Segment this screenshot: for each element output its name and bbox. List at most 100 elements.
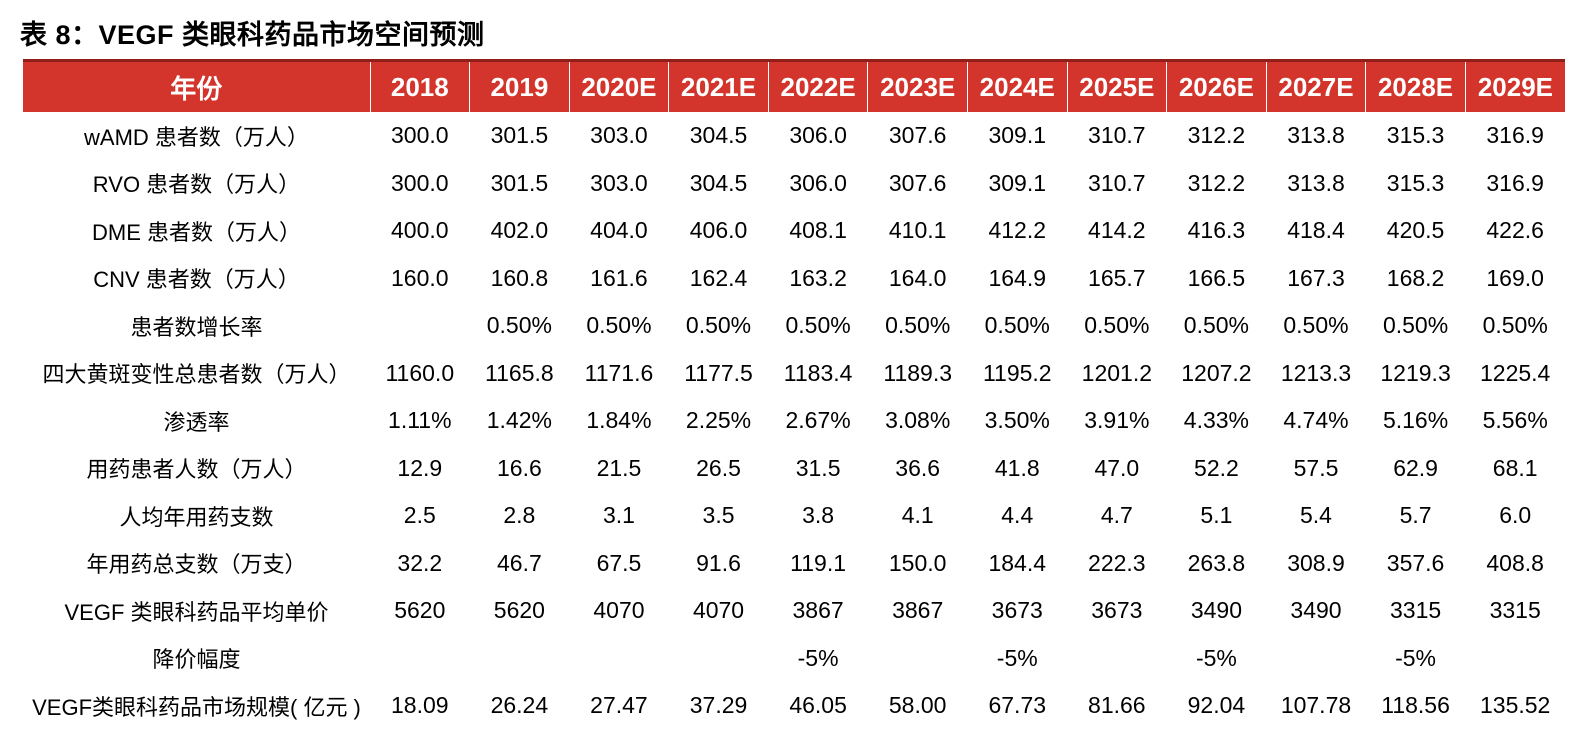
table-cell: 4.1 [901, 502, 934, 529]
table-cell: 1165.8 [485, 359, 554, 386]
table-cell: 410.1 [888, 217, 947, 244]
table-cell: 313.8 [1287, 169, 1345, 196]
table-cell: 3867 [792, 597, 844, 624]
table-cell: 303.0 [590, 169, 648, 196]
table-cell: 0.50% [1084, 312, 1150, 339]
row-label: CNV 患者数（万人） [93, 267, 300, 293]
table-cell: 316.9 [1486, 122, 1544, 149]
table-row: 年用药总支数（万支） 32.2 46.7 67.5 91.6 119.1 150.0 184.… [23, 540, 1565, 588]
table-cell: 5.7 [1399, 502, 1432, 529]
table-cell: 0.50% [685, 312, 752, 339]
table-cell: 5.56% [1482, 407, 1548, 434]
table-cell: 1171.6 [584, 359, 654, 386]
table-cell: 18.09 [391, 692, 449, 719]
table-cell: 67.73 [988, 692, 1047, 719]
table-cell: 406.0 [689, 217, 748, 244]
table-cell: 313.8 [1287, 122, 1345, 149]
table-cell: 310.7 [1088, 169, 1146, 196]
table-cell: 164.0 [888, 264, 947, 291]
table-row: wAMD 患者数（万人） 300.0 301.5 303.0 304.5 306.0 307… [23, 112, 1565, 160]
table-cell: 4070 [593, 597, 645, 624]
table-cell: 3490 [1190, 597, 1242, 624]
table-cell: 118.56 [1381, 692, 1450, 719]
table-cell: 67.5 [596, 549, 642, 576]
table-cell: 107.78 [1280, 692, 1352, 719]
table-cell [470, 635, 570, 683]
table-cell: 3315 [1389, 597, 1442, 624]
table-cell [1067, 635, 1167, 683]
table-cell: 1177.5 [684, 359, 753, 386]
table-cell: 1160.0 [385, 359, 455, 386]
table-row: 降价幅度 -5% -5% -5% -5% [23, 635, 1565, 683]
table-header: 年份 2018 2019 2020E 2021E 2022E 2023E 2024E 2025E… [23, 59, 1565, 112]
table-cell: 5.16% [1382, 407, 1449, 434]
table-cell: 0.50% [785, 312, 851, 339]
table-cell: 0.50% [586, 312, 652, 339]
table-cell: 3673 [1091, 597, 1143, 624]
table-cell: 5.4 [1300, 502, 1332, 529]
table-cell: 5620 [394, 597, 446, 624]
table-cell: 41.8 [994, 454, 1040, 481]
row-label: 年用药总支数（万支） [86, 552, 307, 578]
table-cell: 160.0 [391, 264, 449, 291]
table-cell: 1201.2 [1081, 359, 1153, 386]
table-cell: 3673 [991, 597, 1043, 624]
table-cell: 119.1 [790, 549, 847, 576]
table-cell: 308.9 [1287, 549, 1345, 576]
table-cell: 62.9 [1393, 454, 1438, 481]
table-cell: 418.4 [1287, 217, 1345, 244]
table-cell: 92.04 [1187, 692, 1246, 719]
table-cell: 306.0 [789, 122, 847, 149]
table-cell: 36.6 [895, 454, 941, 481]
table-cell: 400.0 [391, 217, 449, 244]
table-cell: 26.5 [696, 454, 741, 481]
table-cell: 3867 [892, 597, 944, 624]
table-cell: 4.74% [1283, 407, 1349, 434]
table-cell: 169.0 [1486, 264, 1544, 291]
row-label: 四大黄斑变性总患者数（万人） [42, 362, 351, 388]
table-cell: 162.4 [689, 264, 748, 291]
table-cell: 310.7 [1088, 122, 1146, 149]
table-cell [569, 635, 669, 683]
row-label: VEGF 类眼科药品平均单价 [64, 599, 329, 625]
table-cell: 2.8 [503, 502, 536, 529]
table-cell: 0.50% [984, 312, 1050, 339]
table-cell: 422.6 [1486, 217, 1544, 244]
year-column-header: 年份 [23, 59, 370, 112]
table-cell: 404.0 [590, 217, 648, 244]
header-row: 年份 2018 2019 2020E 2021E 2022E 2023E 2024E 2025E… [23, 59, 1565, 112]
table-cell: 1.11% [388, 407, 452, 434]
table-cell: 150.0 [888, 549, 947, 576]
table-body: wAMD 患者数（万人） 300.0 301.5 303.0 304.5 306.0 307… [23, 112, 1565, 730]
table-cell: 32.2 [397, 549, 443, 576]
table-row: 渗透率 1.11% 1.42% 1.84% 2.25% 2.67% 3.08% 3.50% 3.… [23, 397, 1565, 445]
table-cell: 3315 [1489, 597, 1541, 624]
table-cell: 300.0 [391, 169, 449, 196]
table-cell: 3.08% [885, 407, 951, 434]
table-cell: 1195.2 [982, 359, 1052, 386]
table-row: CNV 患者数（万人） 160.0 160.8 161.6 162.4 163.2 164.… [23, 255, 1565, 303]
table-cell: 402.0 [490, 217, 549, 244]
row-label: DME 患者数（万人） [91, 219, 301, 245]
table-cell: 91.6 [696, 549, 741, 576]
table-cell [669, 635, 769, 683]
column-header-2022E: 2022E [767, 59, 868, 112]
column-header-2020E: 2020E [568, 59, 669, 112]
table-cell [370, 635, 470, 683]
row-label: VEGF类眼科药品市场规模( 亿元 ) [32, 694, 361, 720]
column-header-2027E: 2027E [1265, 59, 1366, 112]
table-cell: 12.9 [397, 454, 443, 481]
table-cell: 6.0 [1499, 502, 1532, 529]
row-label: 人均年用药支数 [119, 504, 274, 530]
table-cell: 4.7 [1100, 502, 1133, 529]
table-cell: 0.50% [486, 312, 552, 339]
table-cell: 315.3 [1386, 122, 1445, 149]
column-header-2026E: 2026E [1166, 59, 1267, 112]
table-cell: 312.2 [1187, 169, 1246, 196]
row-label: 患者数增长率 [130, 314, 263, 340]
table-cell: -5% [1195, 644, 1237, 671]
table-cell: 165.7 [1088, 264, 1146, 291]
table-cell: 1213.3 [1280, 359, 1352, 386]
table-row: 患者数增长率 0.50% 0.50% 0.50% 0.50% 0.50% 0.50% 0.50… [23, 302, 1565, 350]
